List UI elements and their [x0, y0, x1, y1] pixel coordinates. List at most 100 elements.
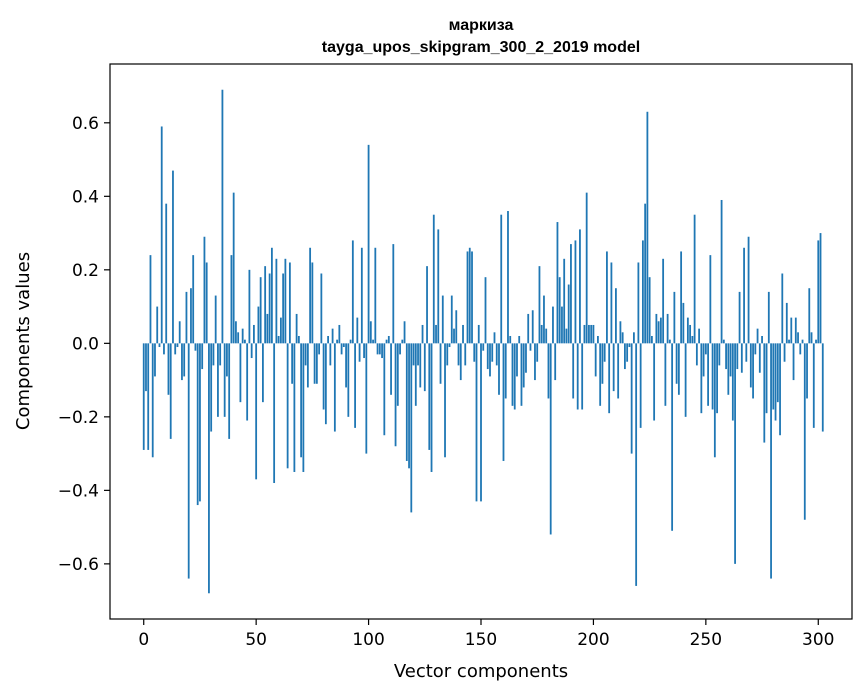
bar-215	[626, 343, 629, 362]
bar-139	[455, 310, 458, 344]
bar-34	[219, 343, 222, 366]
bar-65	[288, 262, 291, 344]
bar-77	[315, 343, 318, 384]
chart-title-line-2: tayga_upos_skipgram_300_2_2019 model	[322, 39, 640, 56]
bar-150	[480, 343, 482, 502]
bar-244	[691, 335, 694, 344]
bar-164	[511, 343, 514, 406]
bar-80	[322, 343, 325, 410]
bar-90	[345, 343, 347, 388]
bar-196	[583, 324, 586, 344]
bar-267	[743, 247, 745, 344]
bar-262	[731, 343, 734, 421]
bar-290	[794, 317, 797, 344]
bar-68	[295, 313, 298, 344]
bar-223	[644, 203, 647, 344]
bar-285	[783, 343, 786, 362]
bar-302	[821, 343, 824, 432]
bar-283	[779, 343, 781, 436]
bar-195	[581, 343, 584, 410]
bar-211	[617, 343, 620, 399]
bar-50	[255, 343, 258, 480]
bar-297	[810, 332, 813, 344]
bar-149	[477, 324, 480, 344]
bar-189	[567, 284, 570, 344]
bar-15	[176, 343, 179, 348]
bar-255	[716, 343, 718, 414]
bar-121	[414, 343, 417, 406]
bar-181	[549, 343, 552, 535]
bar-273	[756, 328, 759, 344]
bar-91	[347, 343, 350, 417]
bar-49	[253, 324, 255, 344]
bar-13	[172, 170, 174, 344]
bar-263	[734, 343, 736, 564]
bar-277	[765, 343, 768, 414]
bar-75	[311, 262, 314, 344]
bar-231	[662, 258, 665, 344]
bar-264	[736, 343, 739, 370]
bar-295	[806, 343, 808, 399]
bar-276	[763, 343, 766, 443]
bar-14	[174, 343, 177, 355]
bar-247	[698, 328, 700, 344]
bar-234	[668, 339, 671, 344]
bar-299	[815, 339, 817, 344]
bar-265	[738, 291, 741, 344]
bar-33	[217, 343, 219, 417]
bar-293	[801, 339, 804, 344]
bar-39	[230, 255, 233, 344]
bar-104	[376, 343, 379, 355]
plot-frame	[109, 63, 853, 620]
bar-29	[208, 343, 210, 594]
bar-206	[606, 251, 608, 344]
bar-131	[437, 229, 440, 344]
bar-202	[597, 335, 599, 344]
bar-144	[466, 251, 469, 344]
bar-148	[475, 343, 478, 502]
bar-159	[500, 214, 503, 344]
bar-256	[718, 343, 721, 366]
bar-5	[154, 343, 156, 377]
bar-162	[507, 211, 509, 344]
bar-292	[799, 343, 802, 355]
bar-166	[516, 343, 518, 377]
bar-128	[430, 343, 433, 472]
bar-31	[212, 343, 215, 366]
bar-102	[372, 339, 374, 344]
bar-138	[453, 328, 455, 344]
bar-126	[426, 266, 428, 344]
y-axis-label: Components values	[13, 252, 34, 430]
bar-98	[363, 343, 365, 359]
bar-103	[374, 247, 377, 344]
bar-1	[145, 343, 147, 392]
bar-278	[767, 291, 770, 344]
bar-261	[729, 343, 732, 377]
bar-214	[624, 343, 626, 370]
bar-10	[165, 203, 168, 344]
bar-93	[351, 240, 354, 344]
bar-158	[498, 343, 500, 395]
bar-62	[282, 273, 285, 344]
bar-133	[441, 295, 444, 344]
bar-52	[259, 277, 262, 344]
bar-191	[572, 343, 575, 399]
bar-97	[360, 247, 363, 344]
y-tick-label: 0.6	[72, 114, 99, 134]
bar-170	[525, 343, 527, 373]
bar-298	[812, 343, 815, 428]
bar-176	[538, 266, 541, 344]
bar-167	[518, 335, 521, 344]
bar-145	[468, 247, 471, 344]
bar-124	[421, 324, 424, 344]
bar-53	[262, 343, 264, 403]
bar-72	[304, 343, 307, 366]
y-tick-label: 0.0	[72, 334, 99, 354]
bar-41	[235, 321, 237, 344]
bar-204	[601, 343, 604, 384]
bar-69	[297, 335, 300, 344]
bar-300	[817, 240, 820, 344]
bar-151	[482, 343, 485, 351]
bar-198	[588, 324, 590, 344]
bar-4	[151, 343, 154, 458]
